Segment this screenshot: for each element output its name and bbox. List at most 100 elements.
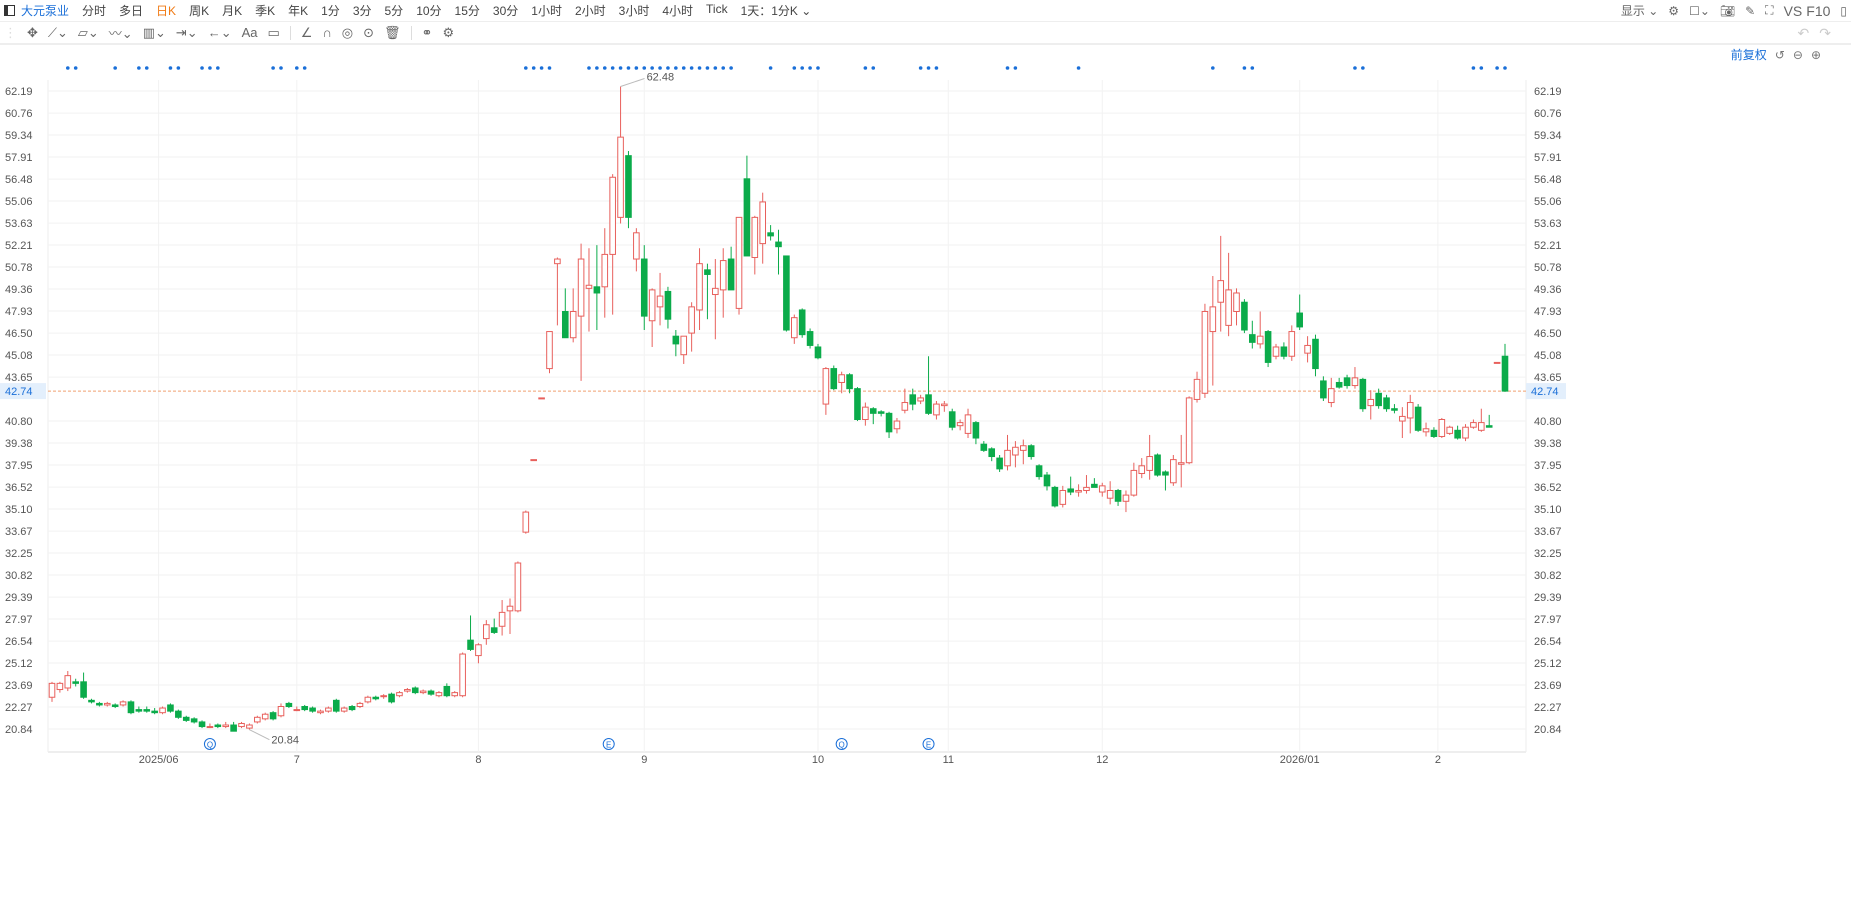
candle-body: [719, 260, 727, 291]
y-tick-left: 26.54: [5, 636, 33, 648]
period-tab[interactable]: 月K: [222, 4, 243, 18]
candle: [451, 691, 459, 698]
period-tab[interactable]: 季K: [255, 4, 276, 18]
candle-body: [483, 624, 490, 640]
fullscreen-icon[interactable]: ⛶: [1765, 3, 1774, 17]
candle: [1098, 482, 1106, 497]
candle: [159, 706, 166, 715]
candle: [561, 288, 569, 339]
line-icon[interactable]: ⟋⌄: [47, 24, 68, 40]
candle-body: [1438, 419, 1446, 437]
event-dot-marker: [113, 66, 117, 70]
event-dot-marker: [871, 66, 876, 70]
period-tab[interactable]: 1小时: [531, 4, 562, 18]
layout-icon[interactable]: [4, 5, 15, 16]
event-Q-icon[interactable]: [203, 738, 216, 750]
period-tab[interactable]: 多日: [119, 4, 144, 18]
candle-body: [862, 406, 869, 421]
period-tab[interactable]: 日K: [156, 4, 177, 18]
camera-icon[interactable]: 📷︎: [1719, 3, 1736, 18]
candle-body: [182, 716, 190, 721]
candle-body: [775, 241, 782, 248]
candle: [640, 245, 648, 331]
candle: [1083, 475, 1090, 494]
event-dot-marker: [689, 66, 694, 70]
measure-icon[interactable]: ⇥⌄: [175, 24, 198, 40]
undo-redo[interactable]: ↶↷: [1798, 25, 1841, 42]
shape-dropdown-icon[interactable]: ☐⌄: [1689, 3, 1710, 18]
candle-body: [735, 216, 743, 309]
candle-body: [1264, 331, 1272, 363]
y-tick-left: 20.84: [5, 724, 33, 736]
period-tab[interactable]: 4小时: [662, 4, 694, 18]
candle: [696, 248, 703, 331]
period-toolbar: 大元泵业 分时 多日 日K 周K 月K 季K 年K 1分 3分 5分 10分 15分 30分 1小时 2小时…: [0, 0, 1851, 22]
text-icon[interactable]: Aa: [241, 25, 258, 40]
period-tab[interactable]: Tick: [706, 2, 728, 16]
candle: [1383, 394, 1390, 412]
f10-button[interactable]: F10: [1806, 2, 1831, 19]
panel-icon[interactable]: ▯: [1840, 3, 1847, 18]
visible-icon[interactable]: ⊙: [363, 24, 375, 40]
vs-button[interactable]: VS: [1783, 2, 1803, 19]
candle: [254, 715, 261, 724]
wave-icon[interactable]: 〰⌄: [108, 26, 133, 41]
undo-icon[interactable]: ↶: [1797, 25, 1820, 41]
candle-body: [585, 284, 593, 289]
event-dot-marker: [1479, 66, 1484, 70]
zoom-out-icon[interactable]: ⊖: [1792, 47, 1803, 62]
redo-icon[interactable]: ↷: [1819, 25, 1841, 41]
angle-icon[interactable]: ∠: [300, 24, 313, 40]
candle-body: [1075, 489, 1082, 493]
settings-icon[interactable]: ⚙: [1668, 3, 1680, 18]
settings-icon[interactable]: ⚙: [442, 24, 455, 40]
eye-hide-icon[interactable]: ◎: [341, 24, 354, 40]
period-tab[interactable]: 30分: [492, 4, 519, 18]
channel-icon[interactable]: ▱⌄: [77, 24, 99, 40]
period-tab[interactable]: 5分: [384, 4, 404, 18]
period-tab[interactable]: 周K: [189, 4, 210, 18]
period-tab[interactable]: 年K: [288, 4, 309, 18]
adjust-mode-button[interactable]: 前复权: [1730, 48, 1767, 62]
reset-icon[interactable]: ↺: [1774, 47, 1785, 62]
period-tab[interactable]: 1分: [321, 4, 340, 18]
period-tab[interactable]: 10分: [416, 4, 442, 18]
magnet-icon[interactable]: ∩: [322, 25, 332, 40]
event-dot-marker: [547, 66, 552, 70]
move-icon[interactable]: ✥: [27, 24, 38, 40]
comment-icon[interactable]: ▭: [267, 24, 280, 40]
period-tab[interactable]: 15分: [454, 4, 480, 18]
candle: [1091, 478, 1098, 488]
candle: [206, 723, 214, 729]
period-tab[interactable]: 分时: [82, 4, 107, 18]
period-tab[interactable]: 3小时: [618, 4, 650, 18]
candle-body: [822, 368, 830, 405]
trash-icon[interactable]: 🗑︎: [384, 24, 401, 40]
candle-body: [135, 709, 143, 712]
candle: [1312, 334, 1319, 377]
link-icon[interactable]: ⚭: [421, 24, 433, 40]
event-Q-icon[interactable]: [835, 738, 848, 750]
fib-icon[interactable]: ▥⌄: [142, 24, 166, 40]
period-tab[interactable]: 1天：1分K ⌄: [740, 4, 812, 18]
event-E-icon[interactable]: [922, 738, 935, 750]
candle-body: [1241, 301, 1248, 331]
candle: [1462, 424, 1469, 442]
candle-body: [1051, 486, 1059, 507]
y-tick-right: 43.65: [1534, 372, 1562, 384]
event-dot-marker: [658, 66, 662, 70]
period-tab[interactable]: 2小时: [574, 4, 606, 18]
zoom-in-icon[interactable]: ⊕: [1810, 47, 1821, 62]
period-tab[interactable]: 3分: [352, 4, 372, 18]
x-tick-label: 11: [943, 754, 954, 766]
display-dropdown[interactable]: 显示 ⌄: [1620, 4, 1659, 18]
candle: [1359, 377, 1367, 412]
candle-body: [601, 253, 609, 288]
event-E-icon[interactable]: [602, 738, 615, 750]
candle-body: [672, 335, 680, 345]
stock-name[interactable]: 大元泵业: [21, 4, 70, 18]
candle-body: [546, 331, 553, 370]
arrow-icon[interactable]: ←⌄: [207, 24, 232, 40]
pencil-icon[interactable]: ✎: [1745, 3, 1756, 18]
